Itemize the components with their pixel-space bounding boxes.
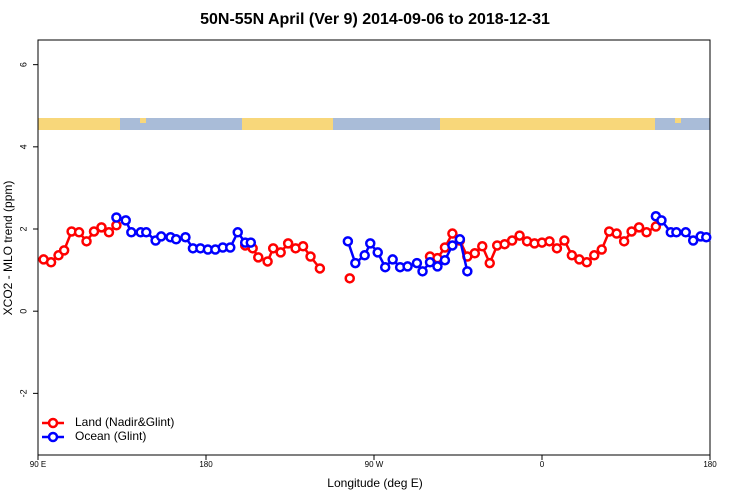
point: [544, 236, 555, 247]
point: [402, 261, 413, 272]
point: [45, 257, 57, 268]
point: [514, 230, 525, 241]
point: [506, 235, 518, 246]
point: [267, 243, 279, 254]
point: [551, 243, 563, 254]
point: [120, 215, 131, 226]
point: [680, 227, 691, 238]
point: [344, 273, 355, 284]
y-axis-label: XCO2 - MLO trend (ppm): [1, 181, 15, 316]
point: [477, 241, 488, 252]
point: [88, 226, 100, 237]
point: [275, 247, 286, 258]
point: [411, 257, 423, 269]
point: [581, 257, 593, 268]
point: [359, 250, 370, 261]
x-tick-label: 90 E: [30, 460, 46, 469]
point: [365, 238, 376, 249]
point: [566, 250, 578, 261]
point: [447, 240, 458, 251]
point: [454, 234, 466, 245]
point: [589, 250, 600, 261]
ocean-strip: [655, 118, 710, 130]
point: [155, 231, 167, 242]
point: [253, 252, 264, 263]
point: [297, 241, 309, 252]
point: [641, 227, 652, 238]
y-tick-label: 0: [18, 309, 28, 314]
land-strip: [675, 118, 681, 123]
legend-label: Ocean (Glint): [75, 429, 146, 443]
x-axis-label: Longitude (deg E): [327, 476, 422, 490]
point: [232, 227, 243, 238]
point: [656, 215, 667, 226]
point: [687, 235, 699, 246]
point: [96, 222, 107, 233]
point: [314, 263, 326, 274]
point: [305, 251, 316, 262]
point: [245, 237, 257, 248]
point: [81, 236, 92, 247]
y-tick-label: 2: [18, 227, 28, 232]
point: [462, 266, 473, 277]
point: [432, 261, 443, 272]
map-strip: [38, 118, 710, 130]
point: [559, 235, 570, 246]
y-tick-label: 4: [18, 144, 28, 149]
point: [618, 236, 630, 247]
point: [141, 227, 152, 238]
point: [447, 228, 458, 239]
legend-marker: [47, 431, 59, 443]
point: [484, 257, 495, 269]
x-tick-label: 180: [703, 460, 717, 469]
point: [626, 226, 637, 237]
point: [58, 245, 70, 256]
point: [262, 256, 273, 267]
point: [469, 248, 481, 259]
legend-marker: [47, 417, 59, 429]
point: [350, 257, 361, 269]
point: [170, 234, 182, 245]
point: [387, 254, 398, 265]
point: [282, 238, 294, 249]
point: [439, 254, 451, 266]
ocean-strip: [120, 118, 242, 130]
point: [180, 231, 191, 243]
x-tick-label: 90 W: [365, 460, 384, 469]
point: [650, 221, 662, 232]
point: [633, 222, 645, 233]
point: [126, 227, 137, 238]
x-tick-label: 0: [540, 460, 545, 469]
x-tick-label: 180: [199, 460, 213, 469]
point: [372, 247, 383, 258]
point: [225, 242, 236, 253]
legend-label: Land (Nadir&Glint): [75, 415, 174, 429]
point: [424, 257, 436, 268]
point: [111, 212, 122, 223]
point: [671, 227, 682, 238]
y-tick-label: 6: [18, 62, 28, 67]
point: [73, 227, 85, 238]
point: [417, 266, 428, 277]
land-strip: [140, 118, 146, 123]
point: [611, 228, 622, 239]
point: [379, 261, 391, 273]
point: [103, 227, 115, 238]
point: [342, 236, 354, 247]
y-tick-label: -2: [18, 389, 28, 397]
point: [596, 244, 607, 255]
ocean-strip: [333, 118, 440, 130]
point: [701, 231, 712, 243]
chart-title: 50N-55N April (Ver 9) 2014-09-06 to 2018…: [200, 11, 550, 28]
